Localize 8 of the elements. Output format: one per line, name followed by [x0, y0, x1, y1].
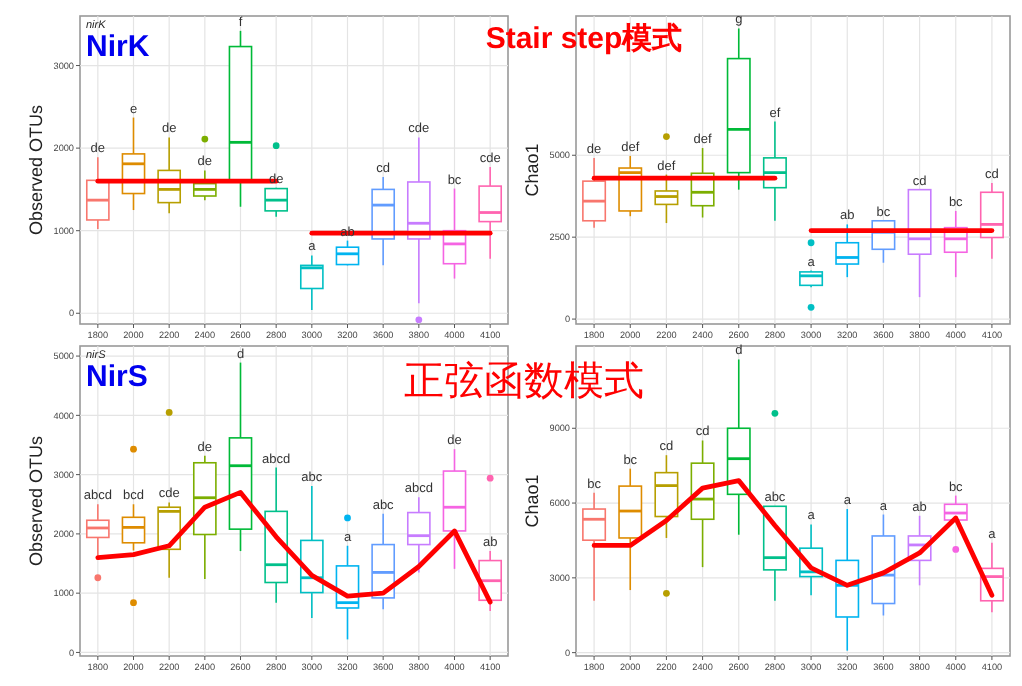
annotation: Stair step模式 [485, 22, 683, 56]
annotation: 正弦函数模式 [404, 360, 644, 404]
y-axis-title: Observed OTUs [26, 104, 46, 236]
text: NirS [86, 360, 148, 394]
y-axis-title: Observed OTUs [26, 435, 46, 567]
text: NirK [86, 30, 150, 64]
y-axis-title: Chao1 [522, 143, 542, 197]
y-axis-title: Chao1 [522, 474, 542, 528]
